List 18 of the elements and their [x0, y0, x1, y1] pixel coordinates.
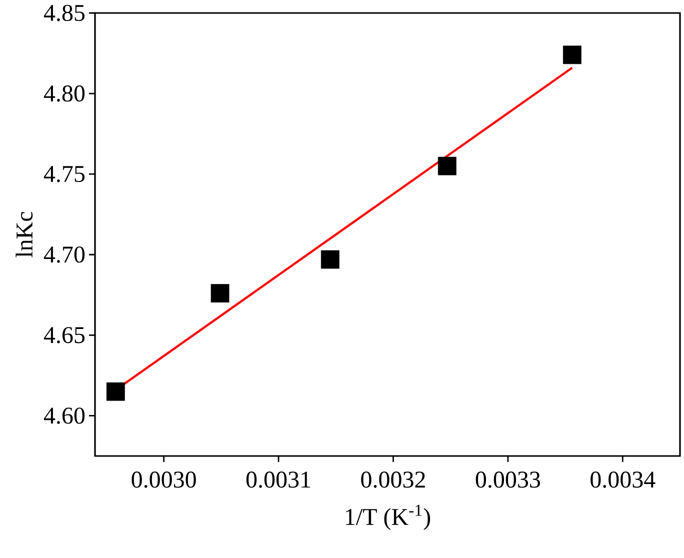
point	[210, 284, 230, 302]
y-tick-label: 4.75	[44, 166, 85, 182]
x-tick-label: 0.0032	[361, 472, 425, 488]
y-tick-label: 4.80	[44, 85, 85, 102]
point	[438, 156, 456, 176]
y-axis-title: lnKc	[16, 212, 33, 258]
point	[106, 382, 125, 401]
y-tick-label: 4.60	[44, 408, 85, 424]
point	[320, 250, 340, 269]
point	[562, 46, 582, 64]
x-tick-label: 0.0031	[246, 472, 310, 488]
x-tick-label: 0.0030	[132, 472, 196, 488]
x-axis-title: 1/T (K$^{-1}$)	[346, 504, 430, 530]
x-tick-label: 0.0034	[590, 472, 656, 488]
y-tick-label: 4.65	[44, 327, 85, 344]
x-tick-label: 0.0033	[476, 472, 540, 488]
y-tick-label: 4.70	[44, 246, 85, 263]
y-tick-label: 4.85	[44, 4, 85, 22]
